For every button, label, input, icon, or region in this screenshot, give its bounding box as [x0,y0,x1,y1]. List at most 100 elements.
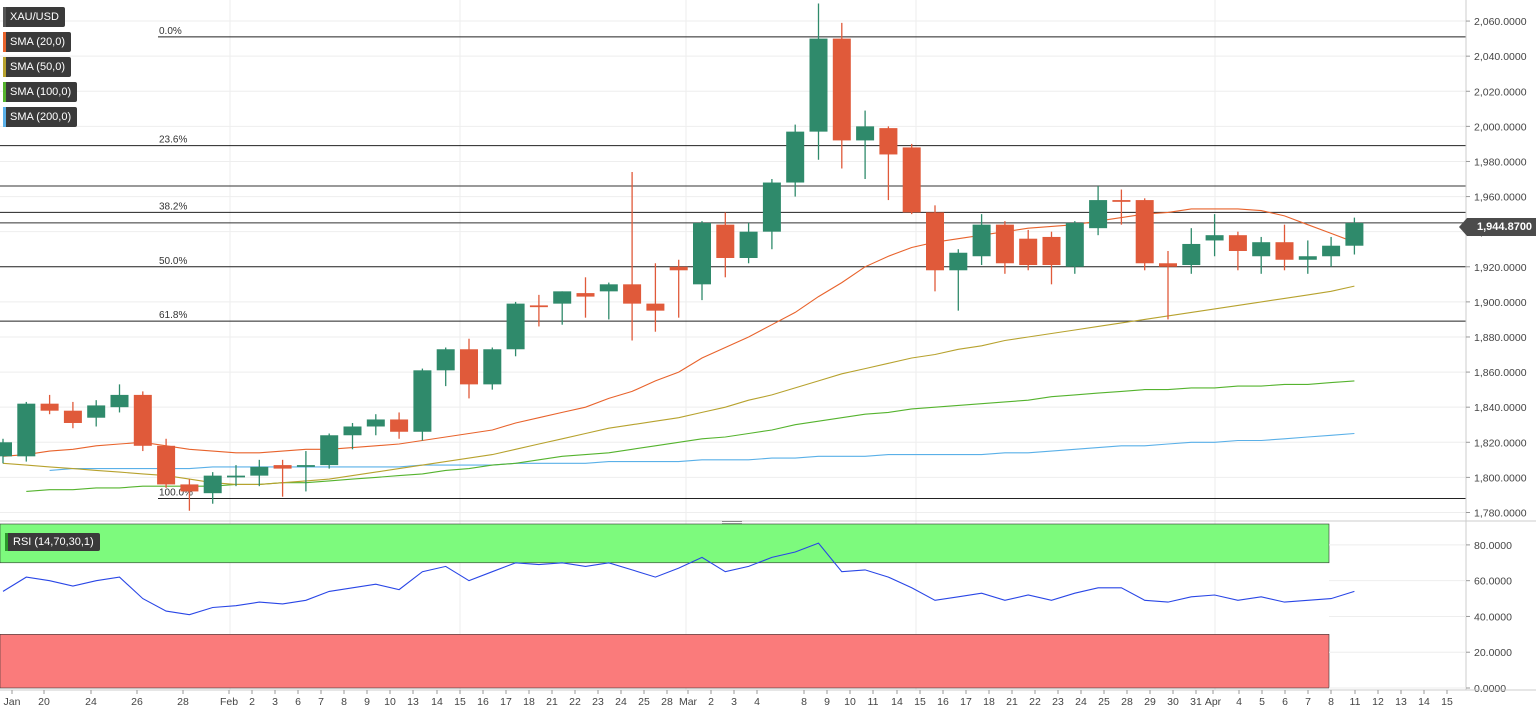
candle-body [343,426,362,436]
candle [203,472,222,504]
rsi-line [2,542,1355,616]
price-tick-label: 1,900.0000 [1474,297,1527,309]
time-tick-label: 14 [891,696,903,708]
candle [40,394,59,415]
time-tick-label: 8 [341,696,347,708]
price-tick-label: 1,840.0000 [1474,402,1527,414]
sma-50-line [2,285,1355,485]
legend-color-swatch [3,32,6,52]
time-tick-label: 4 [754,696,760,708]
time-tick-label: 2 [249,696,255,708]
rsi-oversold-zone [0,634,1330,689]
candle-body [902,147,921,213]
candle-body [483,349,502,385]
candle [902,143,921,215]
candle-body [390,419,409,432]
candle [506,301,525,357]
candle-body [972,224,991,257]
fibonacci-levels: 0.0% 23.6% 38.2% 50.0% 61.8% 100.0% [0,26,1466,499]
time-tick-label: 21 [546,696,558,708]
candle-body [1228,235,1247,251]
time-tick-label: 13 [1395,696,1407,708]
candle [995,221,1014,274]
candle [227,465,245,487]
candle [1065,221,1084,274]
time-tick-label: 7 [1305,696,1311,708]
candle-body [366,419,385,427]
price-tick-label: 1,880.0000 [1474,332,1527,344]
time-tick-label: 21 [1006,696,1018,708]
candle [553,291,572,325]
candle-body [623,284,642,304]
candle [856,110,875,180]
fibonacci-label: 50.0% [159,256,187,267]
candle-body [1205,235,1224,241]
candle [529,294,548,327]
last-price-value: 1,944.8700 [1477,221,1533,233]
price-tick-label: 1,800.0000 [1474,472,1527,484]
candle-body [180,484,199,492]
candle [832,22,851,169]
rsi-legend-chip[interactable]: RSI (14,70,30,1) [5,533,100,551]
time-tick-label: 22 [1029,696,1041,708]
candle-body [460,349,478,385]
candle [669,259,688,318]
time-tick-label: 7 [318,696,324,708]
candle [1089,186,1108,236]
time-tick-label: 31 [1190,696,1202,708]
time-tick-label: 8 [801,696,807,708]
legend-chip[interactable]: SMA (20,0) [3,32,72,52]
panel-resize-handle[interactable] [722,520,742,526]
time-tick-label: 26 [131,696,143,708]
legend-chip[interactable]: XAU/USD [3,7,65,27]
time-tick-label: 14 [431,696,443,708]
candle [1275,224,1294,271]
time-tick-label: 24 [85,696,97,708]
legend-color-swatch [3,82,6,102]
candle [576,277,595,318]
candle [180,479,199,511]
time-tick-label: 8 [1328,696,1334,708]
legend-label: XAU/USD [10,11,59,23]
candle-body [949,252,968,271]
legend-chip[interactable]: SMA (50,0) [3,57,72,77]
time-tick-label: Mar [679,696,698,708]
candle [646,263,665,332]
time-tick-label: 4 [1236,696,1242,708]
candle [926,205,944,292]
time-tick-label: 9 [824,696,830,708]
time-tick-label: 14 [1418,696,1430,708]
candle [949,249,968,311]
time-tick-label: 28 [661,696,673,708]
time-tick-label: Apr [1205,696,1222,708]
price-tick-label: 1,820.0000 [1474,437,1527,449]
candle-body [157,445,176,485]
legend-chip[interactable]: SMA (100,0) [3,82,78,102]
candle-body [17,403,36,457]
fibonacci-label: 100.0% [159,487,193,498]
candle-body [506,303,525,350]
candle-body [1322,245,1341,257]
time-tick-label: 28 [177,696,189,708]
last-price-tag: 1,944.8700 [1458,218,1536,236]
candle [1019,229,1038,271]
candle-body [879,128,898,155]
time-tick-label: 15 [1441,696,1453,708]
candle [460,338,478,399]
candle-body [576,293,595,297]
time-tick-label: 11 [1350,696,1361,708]
candlesticks [0,3,1364,511]
candle-body [599,284,618,292]
candle-body [1065,222,1084,267]
candle-body [1182,243,1201,266]
candle [1228,231,1247,271]
candle-body [110,394,129,408]
rsi-tick-label: 0.0000 [1474,683,1506,695]
candle [786,124,805,197]
time-tick-label: 29 [1144,696,1156,708]
time-tick-label: 6 [1282,696,1288,708]
time-tick-label: 9 [364,696,370,708]
legend-chip[interactable]: SMA (200,0) [3,107,78,127]
candle-body [1252,242,1271,257]
